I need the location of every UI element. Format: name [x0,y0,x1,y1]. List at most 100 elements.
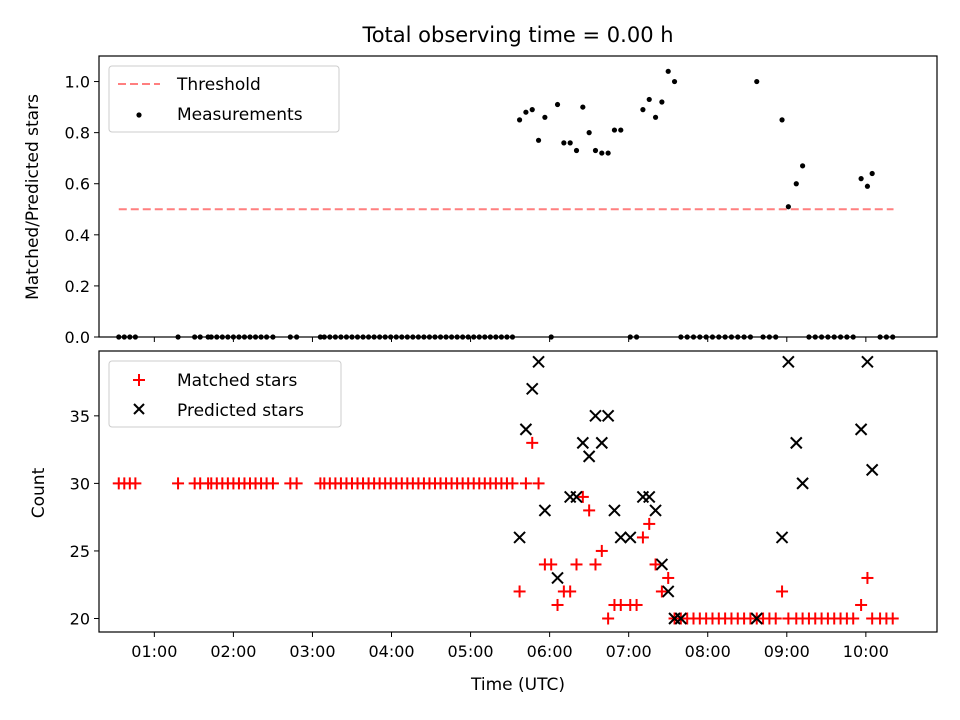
x-tick-label: 01:00 [131,642,177,661]
threshold-legend-label: Threshold [176,75,261,95]
predicted-star-point [674,612,688,625]
measurement-point [611,127,618,133]
predicted-star-point [655,558,669,571]
x-tick-label: 03:00 [289,642,335,661]
matched-star-point [519,477,532,490]
predicted-star-point [519,423,533,436]
matched-star-point [570,558,583,571]
predicted-star-point [614,531,627,544]
measurement-point [754,78,760,85]
top-legend: Threshold Measurements [108,65,340,133]
measurement-point [779,117,785,123]
matched-star-point [847,612,860,625]
predicted-star-point [662,585,675,598]
bottom-plot: 20 25 30 35 01:00 02:00 03:00 04:00 05:00 06:00 07… [70,355,899,661]
matched-star-point [662,571,675,584]
matched-star-point [595,544,608,557]
predicted-star-point [775,531,789,544]
predicted-star-point [865,463,879,477]
predicted-star-point [589,409,602,423]
x-tick-label: 04:00 [368,642,414,661]
predicted-star-point [750,612,763,625]
predicted-star-point [624,531,637,544]
measurement-point [523,109,529,115]
x-tick-label: 09:00 [764,642,810,661]
matched-legend-marker [133,374,145,386]
matched-star-point [769,612,782,625]
predicted-star-point [649,504,662,517]
top-legend-box [108,65,340,133]
top-y-tick-label: 0.8 [65,124,90,143]
predicted-star-point [538,504,552,517]
predicted-star-point [513,531,526,544]
matched-star-point [564,585,577,598]
matched-star-point [506,477,519,490]
predicted-star-point [582,450,596,463]
measurement-point [599,150,605,156]
measurements-legend-marker [136,112,142,118]
matched-star-point [129,477,142,490]
x-tick-label: 05:00 [448,642,494,661]
matched-star-point [861,571,874,584]
predicted-star-point [643,490,656,504]
measurement-point [793,181,799,187]
x-tick-label: 02:00 [210,642,256,661]
matched-star-point [649,558,662,571]
matched-star-point [886,612,899,625]
measurement-point [646,96,652,103]
measurement-point [529,107,535,113]
matched-star-point [551,598,564,611]
measurement-point [618,127,624,133]
measurement-point [800,163,806,169]
matched-star-point [630,598,643,611]
measurement-point [640,107,646,113]
measurement-point [671,78,678,85]
bottom-y-axis-label: Count [29,467,49,518]
matched-star-point [532,477,545,490]
predicted-star-point [796,477,809,490]
matched-star-point [172,477,185,490]
bottom-y-tick-label: 25 [70,542,90,561]
top-y-tick-label: 0.6 [65,175,90,194]
matched-star-point [602,612,615,625]
measurement-point [516,117,523,123]
predicted-star-point [861,355,874,369]
predicted-star-point [595,436,609,450]
top-y-tick-label: 0.2 [65,277,90,296]
matched-star-point [545,558,558,571]
measurement-point [580,104,586,110]
matched-star-point [513,585,526,598]
x-tick-label: 10:00 [843,642,889,661]
matched-star-point [855,598,868,611]
matched-star-point [589,558,602,571]
bottom-y-tick-label: 35 [70,407,90,426]
top-y-tick-label: 0.0 [65,328,90,347]
matched-legend-label: Matched stars [177,371,297,391]
measurement-point [869,170,875,177]
predicted-star-point [526,382,539,396]
measurement-point [592,147,599,154]
predicted-star-point [601,409,615,423]
top-y-tick-label: 0.4 [65,226,90,245]
predicted-star-point [782,355,795,369]
measurements-legend-label: Measurements [177,105,303,125]
x-tick-label: 08:00 [685,642,731,661]
x-axis-label: Time (UTC) [470,675,565,695]
measurement-point [542,114,548,120]
measurement-point [567,140,573,146]
x-tick-label: 07:00 [606,642,652,661]
measurement-point [659,99,665,105]
chart-title: Total observing time = 0.00 h [361,23,673,47]
predicted-star-point [551,571,564,585]
top-y-axis-label: Matched/Predicted stars [23,94,43,300]
measurement-point [586,130,592,136]
measurement-point [785,204,791,210]
measurement-point [864,183,871,189]
predicted-star-point [570,490,583,504]
measurement-point [561,140,567,146]
matched-star-point [583,504,596,517]
predicted-star-point [576,436,590,450]
matched-star-point [526,436,539,449]
bottom-legend-box [108,360,342,428]
